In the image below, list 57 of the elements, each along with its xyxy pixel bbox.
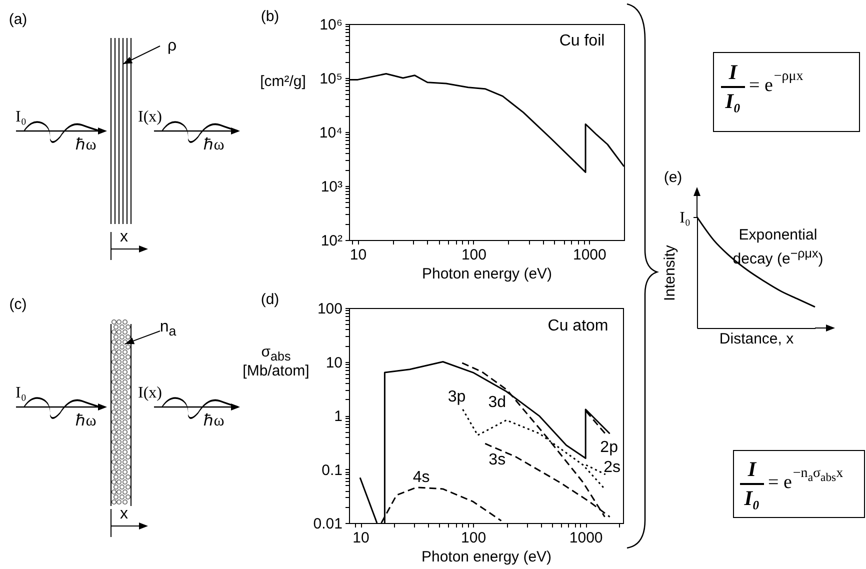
text: I(x) [138,384,162,402]
text: I [728,60,738,84]
text: ℏω [76,412,96,430]
text: = e [749,75,773,96]
y-tick-label: 10⁴ [319,124,342,142]
text: I₀ [16,384,26,402]
series-label: 4s [412,469,430,486]
text: ρ [167,38,177,56]
text: −n$_{a}$σ$_{abs}$x [792,466,844,484]
text: n$_{a}$ [160,318,176,339]
series-label: 3d [488,394,506,411]
series-label: 2p [600,439,618,456]
x-tick-label: 10 [352,530,370,546]
text: ℏω [204,412,224,430]
annotation: Cu foil [559,32,605,50]
text: = e [768,472,792,494]
text: x [120,506,128,524]
x-tick-label: 1000 [569,530,603,546]
x-tick-label: 100 [461,246,486,264]
series-label: 3p [448,388,466,406]
text: I₀ [744,486,760,510]
x-axis-title: Photon energy (eV) [422,266,552,282]
text: ℏω [204,136,224,154]
text: I [748,456,756,481]
text: ℏω [76,136,96,154]
x-tick-label: 10 [350,246,367,264]
series-label: 2s [604,458,621,476]
y-tick-label: 10⁶ [320,16,342,34]
y-axis-title: σ$_{abs}$ [Mb/atom] [242,344,310,380]
y-tick-label: 10 [326,354,342,372]
text: (a) [8,11,28,28]
annotation: Cu atom [548,318,608,336]
y-axis-title: [cm²/g] [259,73,307,90]
x-tick-label: 100 [461,530,486,546]
y-tick-label: 100 [317,300,342,318]
text: I₀ [725,88,741,113]
text: −ρμx [774,69,804,85]
series-label: 3s [488,452,506,469]
text: x [120,228,128,246]
text: I₀ [16,108,26,126]
text: (c) [9,296,27,314]
ref-line-label: I₀ [680,210,690,226]
x-axis-title: Photon energy (eV) [421,548,552,566]
y-axis-title: Intensity [662,244,679,301]
x-axis-title: Distance, x [719,330,794,348]
y-tick-label: 0.1 [322,462,342,479]
y-tick-label: 10³ [320,178,342,196]
y-tick-label: 10² [320,232,342,250]
y-tick-label: 0.01 [313,516,342,532]
chart-title: (d) [260,291,280,308]
annotation: Exponential decay (e$^{−ρμx}$) [732,226,824,268]
y-tick-label: 1 [334,408,342,425]
y-tick-label: 10⁵ [320,70,342,88]
chart-title: (e) [664,169,682,186]
text: I(x) [138,108,162,126]
x-tick-label: 1000 [572,246,606,264]
chart-title: (b) [260,8,280,26]
